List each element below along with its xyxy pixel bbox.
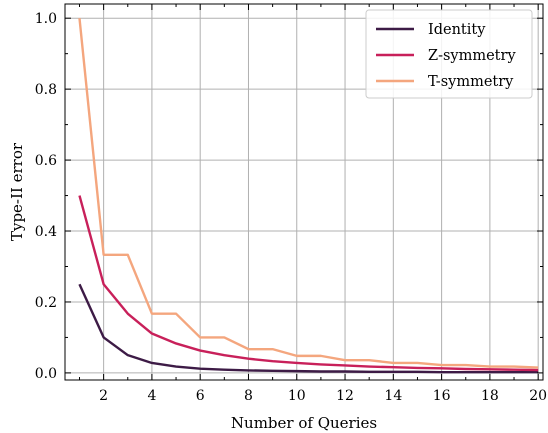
x-tick-label: 8 [244,388,253,404]
x-tick-label: 2 [99,388,108,404]
y-tick-label: 1.0 [35,11,57,27]
x-tick-label: 6 [196,388,205,404]
y-tick-label: 0.0 [35,366,57,382]
x-tick-label: 12 [336,388,354,404]
series-line-z-symmetry [78,195,539,372]
x-tick-label: 4 [147,388,156,404]
legend: Identity Z-symmetry T-symmetry [365,9,533,99]
legend-label-identity: Identity [428,22,486,38]
y-tick-label: 0.8 [35,82,57,98]
series-line-identity [78,283,539,374]
series-lines [78,18,539,374]
legend-box [365,9,533,99]
y-tick-label: 0.6 [35,153,57,169]
legend-label-t-symmetry: T-symmetry [428,74,514,90]
x-tick-label: 18 [481,388,499,404]
x-tick-label: 20 [529,388,547,404]
axis-ticks [65,4,543,380]
x-tick-label: 14 [384,388,402,404]
x-axis-title: Number of Queries [231,414,377,432]
y-tick-label: 0.4 [35,224,57,240]
plot-frame [64,3,544,381]
y-tick-label: 0.2 [35,295,57,311]
tick-labels: 2 4 6 8 10 12 14 16 18 20 0.0 0.2 0.4 0.6 0.8 1.0 [35,11,547,404]
y-axis-title: Type-II error [8,142,26,241]
grid-lines [65,4,543,380]
x-tick-label: 16 [433,388,451,404]
series-line-t-symmetry [78,18,539,369]
x-tick-label: 10 [288,388,306,404]
legend-label-z-symmetry: Z-symmetry [428,48,516,64]
